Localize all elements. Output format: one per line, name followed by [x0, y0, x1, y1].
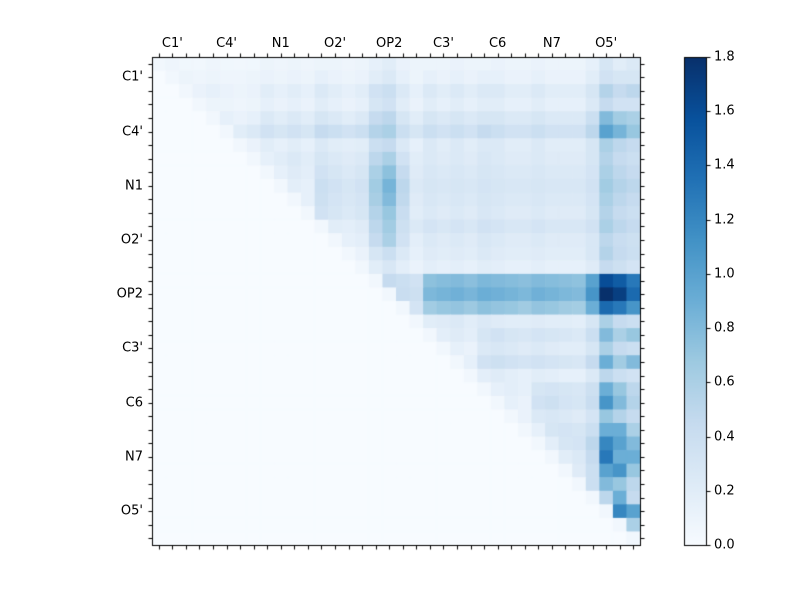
x-axis-tick-label: C4': [216, 36, 238, 51]
x-axis-tick-label: C3': [432, 36, 454, 51]
x-axis-tick-label: O5': [595, 36, 618, 51]
x-axis-tick-label: C6: [488, 36, 507, 51]
y-axis-tick-label: C4': [122, 124, 143, 140]
colorbar-tick-label: 0.8: [714, 320, 735, 336]
y-axis-tick-label: N7: [125, 449, 143, 465]
x-axis-tick-label: O2': [323, 36, 347, 51]
colorbar-tick-label: 1.2: [714, 212, 735, 228]
colorbar-tick-label: 0.0: [714, 537, 735, 553]
x-axis-tick-label: N1: [271, 36, 290, 51]
y-axis-tick-label: O2': [120, 232, 143, 248]
x-axis-tick-label: OP2: [376, 36, 403, 51]
colorbar-tick-label: 1.6: [714, 103, 735, 119]
y-axis-tick-label: C1': [122, 69, 143, 85]
colorbar-tick-label: 1.8: [714, 49, 735, 65]
x-axis-tick-label: C1': [161, 36, 183, 51]
y-axis-tick-label: O5': [120, 503, 143, 519]
x-axis-tick-label: N7: [542, 36, 561, 51]
colorbar-tick-label: 1.4: [714, 157, 735, 173]
y-axis-tick-label: C6: [125, 395, 143, 411]
y-axis-tick-label: C3': [122, 340, 143, 356]
colorbar-tick-label: 1.0: [714, 266, 735, 282]
colorbar-tick-label: 0.4: [714, 429, 735, 445]
y-axis-tick-label: OP2: [116, 286, 143, 302]
colorbar-tick-label: 0.2: [714, 483, 735, 499]
y-axis-tick-label: N1: [125, 178, 143, 194]
colorbar-tick-label: 0.6: [714, 374, 735, 390]
